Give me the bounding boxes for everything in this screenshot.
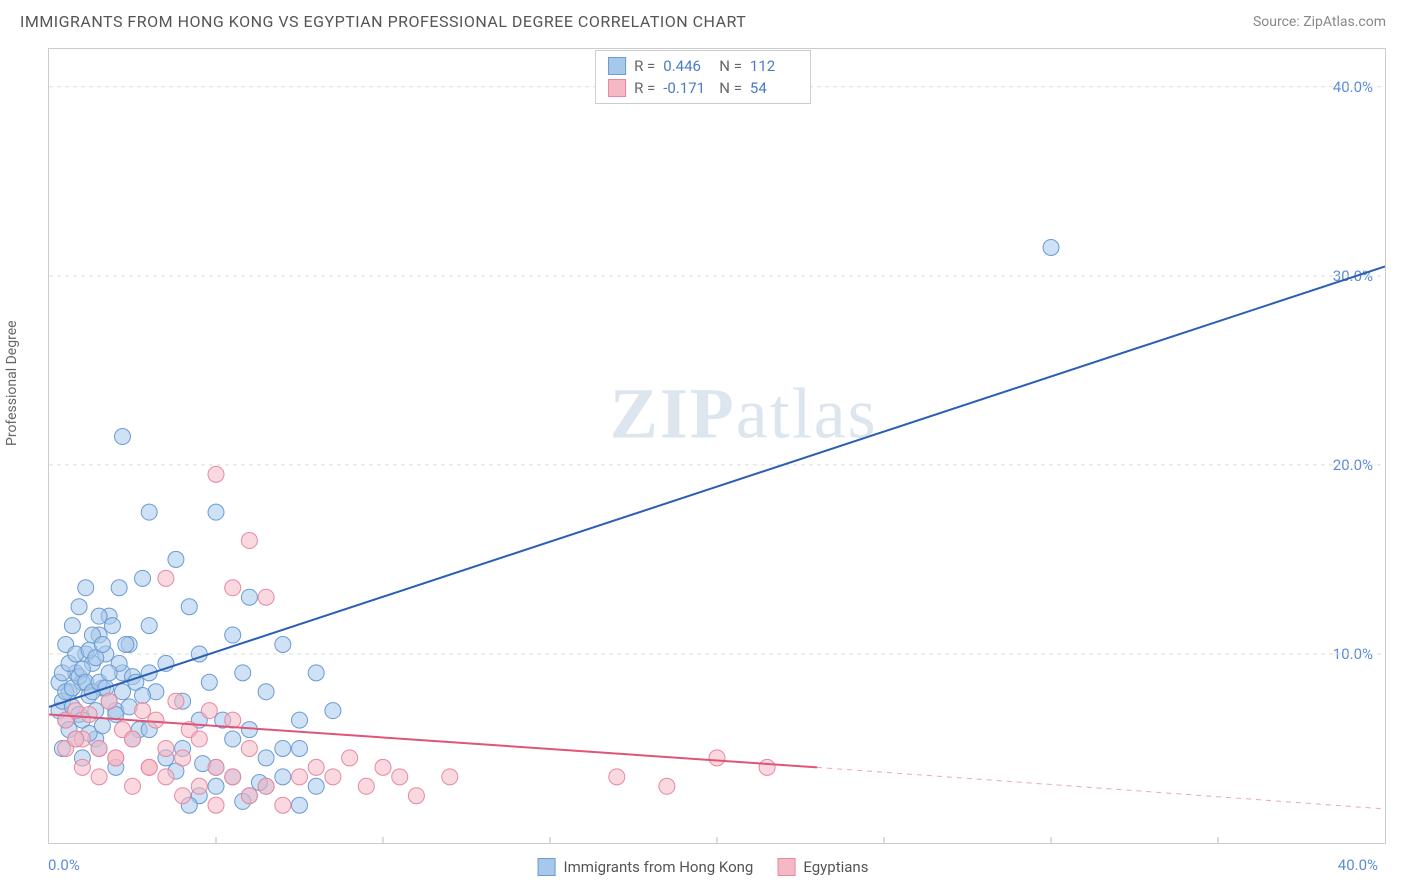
scatter-svg [49,49,1385,843]
series-swatch [608,79,626,97]
plot-surface [49,49,1385,843]
chart-header: IMMIGRANTS FROM HONG KONG VS EGYPTIAN PR… [0,0,1406,39]
stats-row: R = -0.171 N = 54 [608,77,798,99]
y-axis-label: Professional Degree [4,320,20,446]
r-label: R = [634,79,655,97]
r-value: 0.446 [663,57,711,75]
legend-item: Immigrants from Hong Kong [538,858,754,876]
stats-row: R = 0.446 N = 112 [608,55,798,77]
source-attribution: Source: ZipAtlas.com [1253,14,1386,30]
chart-plot-area: ZIPatlas 10.0%20.0%30.0%40.0% [48,48,1386,844]
legend-label: Egyptians [803,858,868,876]
source-label: Source: [1253,14,1300,30]
legend-item: Egyptians [777,858,868,876]
n-value: 54 [750,79,798,97]
correlation-stats-legend: R = 0.446 N = 112 R = -0.171 N = 54 [595,50,811,104]
r-label: R = [634,57,655,75]
r-value: -0.171 [663,79,711,97]
n-value: 112 [750,57,798,75]
n-label: N = [719,79,742,97]
legend-label: Immigrants from Hong Kong [564,858,754,876]
legend-swatch [538,858,556,876]
source-value: ZipAtlas.com [1303,14,1386,30]
chart-title: IMMIGRANTS FROM HONG KONG VS EGYPTIAN PR… [20,12,746,31]
series-legend: Immigrants from Hong Kong Egyptians [538,858,869,876]
x-axis-min-label: 0.0% [48,856,80,874]
legend-swatch [777,858,795,876]
series-swatch [608,57,626,75]
n-label: N = [719,57,742,75]
x-axis-max-label: 40.0% [1338,856,1378,874]
